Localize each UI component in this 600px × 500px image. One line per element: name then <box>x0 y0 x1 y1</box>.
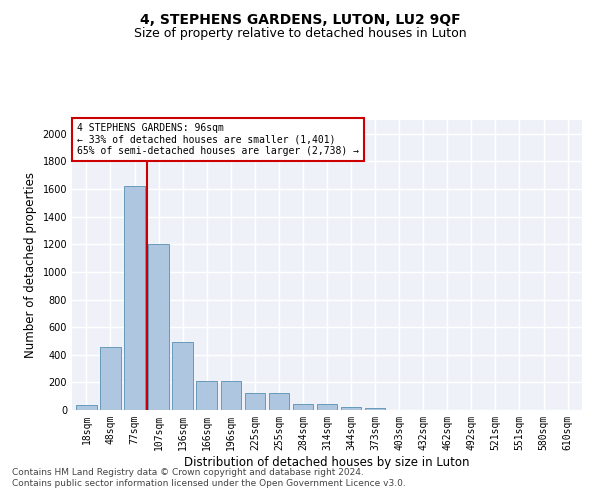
X-axis label: Distribution of detached houses by size in Luton: Distribution of detached houses by size … <box>184 456 470 468</box>
Bar <box>317 404 337 410</box>
Text: Contains HM Land Registry data © Crown copyright and database right 2024.
Contai: Contains HM Land Registry data © Crown c… <box>12 468 406 487</box>
Bar <box>196 381 217 410</box>
Y-axis label: Number of detached properties: Number of detached properties <box>24 172 37 358</box>
Bar <box>172 342 193 410</box>
Bar <box>341 406 361 410</box>
Bar <box>148 244 169 410</box>
Bar <box>221 381 241 410</box>
Bar <box>124 186 145 410</box>
Bar <box>365 408 385 410</box>
Text: 4, STEPHENS GARDENS, LUTON, LU2 9QF: 4, STEPHENS GARDENS, LUTON, LU2 9QF <box>140 12 460 26</box>
Bar <box>293 404 313 410</box>
Text: 4 STEPHENS GARDENS: 96sqm
← 33% of detached houses are smaller (1,401)
65% of se: 4 STEPHENS GARDENS: 96sqm ← 33% of detac… <box>77 123 359 156</box>
Bar <box>76 405 97 410</box>
Bar <box>245 392 265 410</box>
Bar <box>269 392 289 410</box>
Bar <box>100 347 121 410</box>
Text: Size of property relative to detached houses in Luton: Size of property relative to detached ho… <box>134 28 466 40</box>
